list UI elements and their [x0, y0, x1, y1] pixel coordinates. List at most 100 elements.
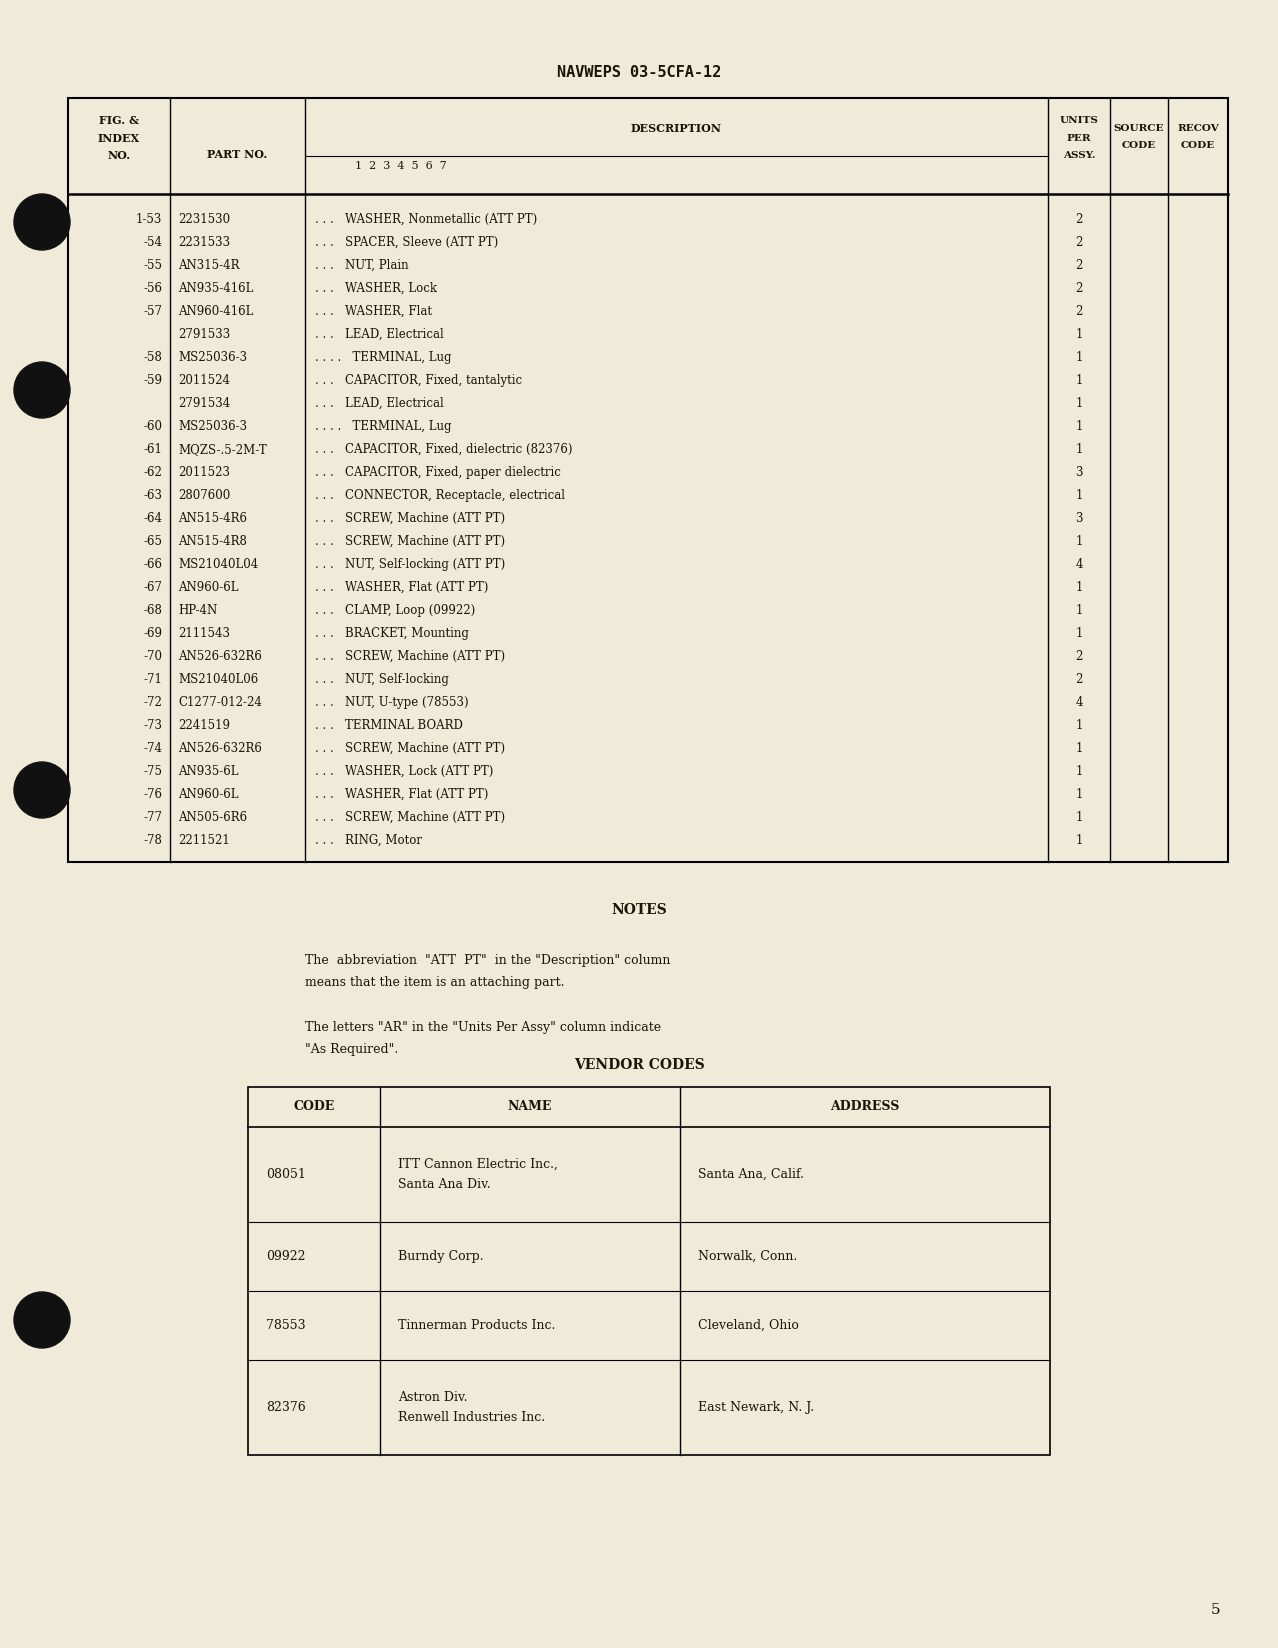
Text: -58: -58: [143, 351, 162, 364]
Text: 1: 1: [1075, 374, 1082, 387]
Text: DESCRIPTION: DESCRIPTION: [631, 122, 722, 133]
Text: Tinnerman Products Inc.: Tinnerman Products Inc.: [397, 1318, 556, 1332]
Text: . . .   WASHER, Lock: . . . WASHER, Lock: [314, 282, 437, 295]
Text: 1: 1: [1075, 351, 1082, 364]
Text: -73: -73: [143, 719, 162, 732]
Text: 1: 1: [1075, 443, 1082, 456]
Text: AN515-4R6: AN515-4R6: [178, 513, 247, 526]
Text: . . .   CONNECTOR, Receptacle, electrical: . . . CONNECTOR, Receptacle, electrical: [314, 489, 565, 503]
Text: NO.: NO.: [107, 150, 130, 160]
Text: Renwell Industries Inc.: Renwell Industries Inc.: [397, 1411, 546, 1424]
Text: AN505-6R6: AN505-6R6: [178, 811, 247, 824]
Text: -61: -61: [143, 443, 162, 456]
Text: -67: -67: [143, 582, 162, 593]
Text: -68: -68: [143, 605, 162, 616]
Text: 2: 2: [1075, 236, 1082, 249]
Text: 3: 3: [1075, 513, 1082, 526]
Text: . . .   TERMINAL BOARD: . . . TERMINAL BOARD: [314, 719, 463, 732]
Text: -64: -64: [143, 513, 162, 526]
Text: -76: -76: [143, 788, 162, 801]
Text: MS25036-3: MS25036-3: [178, 420, 247, 433]
Text: AN515-4R8: AN515-4R8: [178, 536, 247, 549]
Text: -78: -78: [143, 834, 162, 847]
Text: 78553: 78553: [266, 1318, 305, 1332]
Bar: [248, 1088, 1051, 1455]
Text: -77: -77: [143, 811, 162, 824]
Text: 1: 1: [1075, 788, 1082, 801]
Text: 1: 1: [1075, 328, 1082, 341]
Circle shape: [14, 761, 70, 817]
Text: 1: 1: [1075, 582, 1082, 593]
Text: 2: 2: [1075, 649, 1082, 662]
Text: NAVWEPS 03-5CFA-12: NAVWEPS 03-5CFA-12: [557, 64, 721, 79]
Text: RECOV: RECOV: [1177, 124, 1219, 132]
Text: 2: 2: [1075, 213, 1082, 226]
Text: 2791533: 2791533: [178, 328, 230, 341]
Text: Cleveland, Ohio: Cleveland, Ohio: [698, 1318, 799, 1332]
Text: NAME: NAME: [507, 1101, 552, 1114]
Text: . . .   RING, Motor: . . . RING, Motor: [314, 834, 422, 847]
Text: 1: 1: [1075, 811, 1082, 824]
Text: SOURCE: SOURCE: [1113, 124, 1164, 132]
Text: CODE: CODE: [1181, 140, 1215, 150]
Text: 4: 4: [1075, 695, 1082, 709]
Text: C1277-012-24: C1277-012-24: [178, 695, 262, 709]
Text: 1  2  3  4  5  6  7: 1 2 3 4 5 6 7: [355, 162, 447, 171]
Text: MS21040L06: MS21040L06: [178, 672, 258, 686]
Text: 2111543: 2111543: [178, 626, 230, 639]
Circle shape: [14, 194, 70, 250]
Text: . . .   SCREW, Machine (ATT PT): . . . SCREW, Machine (ATT PT): [314, 536, 505, 549]
Text: The letters "AR" in the "Units Per Assy" column indicate: The letters "AR" in the "Units Per Assy"…: [305, 1022, 661, 1035]
Circle shape: [14, 363, 70, 419]
Text: . . . .   TERMINAL, Lug: . . . . TERMINAL, Lug: [314, 351, 451, 364]
Text: . . .   CLAMP, Loop (09922): . . . CLAMP, Loop (09922): [314, 605, 475, 616]
Text: 09922: 09922: [266, 1249, 305, 1262]
Text: 2: 2: [1075, 282, 1082, 295]
Bar: [68, 97, 1228, 862]
Text: . . .   NUT, Plain: . . . NUT, Plain: [314, 259, 409, 272]
Text: 2241519: 2241519: [178, 719, 230, 732]
Text: 2: 2: [1075, 305, 1082, 318]
Text: FIG. &: FIG. &: [98, 114, 139, 125]
Text: PART NO.: PART NO.: [207, 148, 267, 160]
Text: MS25036-3: MS25036-3: [178, 351, 247, 364]
Text: . . .   SPACER, Sleeve (ATT PT): . . . SPACER, Sleeve (ATT PT): [314, 236, 498, 249]
Text: 82376: 82376: [266, 1401, 305, 1414]
Text: 1: 1: [1075, 397, 1082, 410]
Text: . . .   SCREW, Machine (ATT PT): . . . SCREW, Machine (ATT PT): [314, 811, 505, 824]
Text: Santa Ana, Calif.: Santa Ana, Calif.: [698, 1168, 804, 1182]
Text: -63: -63: [143, 489, 162, 503]
Text: -54: -54: [143, 236, 162, 249]
Text: 4: 4: [1075, 559, 1082, 570]
Text: 2211521: 2211521: [178, 834, 230, 847]
Text: 2791534: 2791534: [178, 397, 230, 410]
Text: 1: 1: [1075, 536, 1082, 549]
Text: -69: -69: [143, 626, 162, 639]
Text: Norwalk, Conn.: Norwalk, Conn.: [698, 1249, 797, 1262]
Text: 2231530: 2231530: [178, 213, 230, 226]
Text: 1: 1: [1075, 719, 1082, 732]
Text: -72: -72: [143, 695, 162, 709]
Text: 2: 2: [1075, 672, 1082, 686]
Text: INDEX: INDEX: [98, 132, 141, 143]
Text: -71: -71: [143, 672, 162, 686]
Text: Astron Div.: Astron Div.: [397, 1391, 468, 1404]
Text: CODE: CODE: [294, 1101, 335, 1114]
Text: ADDRESS: ADDRESS: [831, 1101, 900, 1114]
Text: . . .   SCREW, Machine (ATT PT): . . . SCREW, Machine (ATT PT): [314, 742, 505, 755]
Text: "As Required".: "As Required".: [305, 1043, 399, 1056]
Text: . . .   WASHER, Flat (ATT PT): . . . WASHER, Flat (ATT PT): [314, 788, 488, 801]
Text: 1: 1: [1075, 834, 1082, 847]
Text: -55: -55: [143, 259, 162, 272]
Text: East Newark, N. J.: East Newark, N. J.: [698, 1401, 814, 1414]
Text: -65: -65: [143, 536, 162, 549]
Text: -75: -75: [143, 765, 162, 778]
Text: 08051: 08051: [266, 1168, 305, 1182]
Text: 5: 5: [1212, 1604, 1220, 1617]
Text: NOTES: NOTES: [611, 903, 667, 916]
Text: -66: -66: [143, 559, 162, 570]
Text: AN935-6L: AN935-6L: [178, 765, 239, 778]
Text: . . . .   TERMINAL, Lug: . . . . TERMINAL, Lug: [314, 420, 451, 433]
Text: . . .   NUT, Self-locking: . . . NUT, Self-locking: [314, 672, 449, 686]
Text: AN960-416L: AN960-416L: [178, 305, 253, 318]
